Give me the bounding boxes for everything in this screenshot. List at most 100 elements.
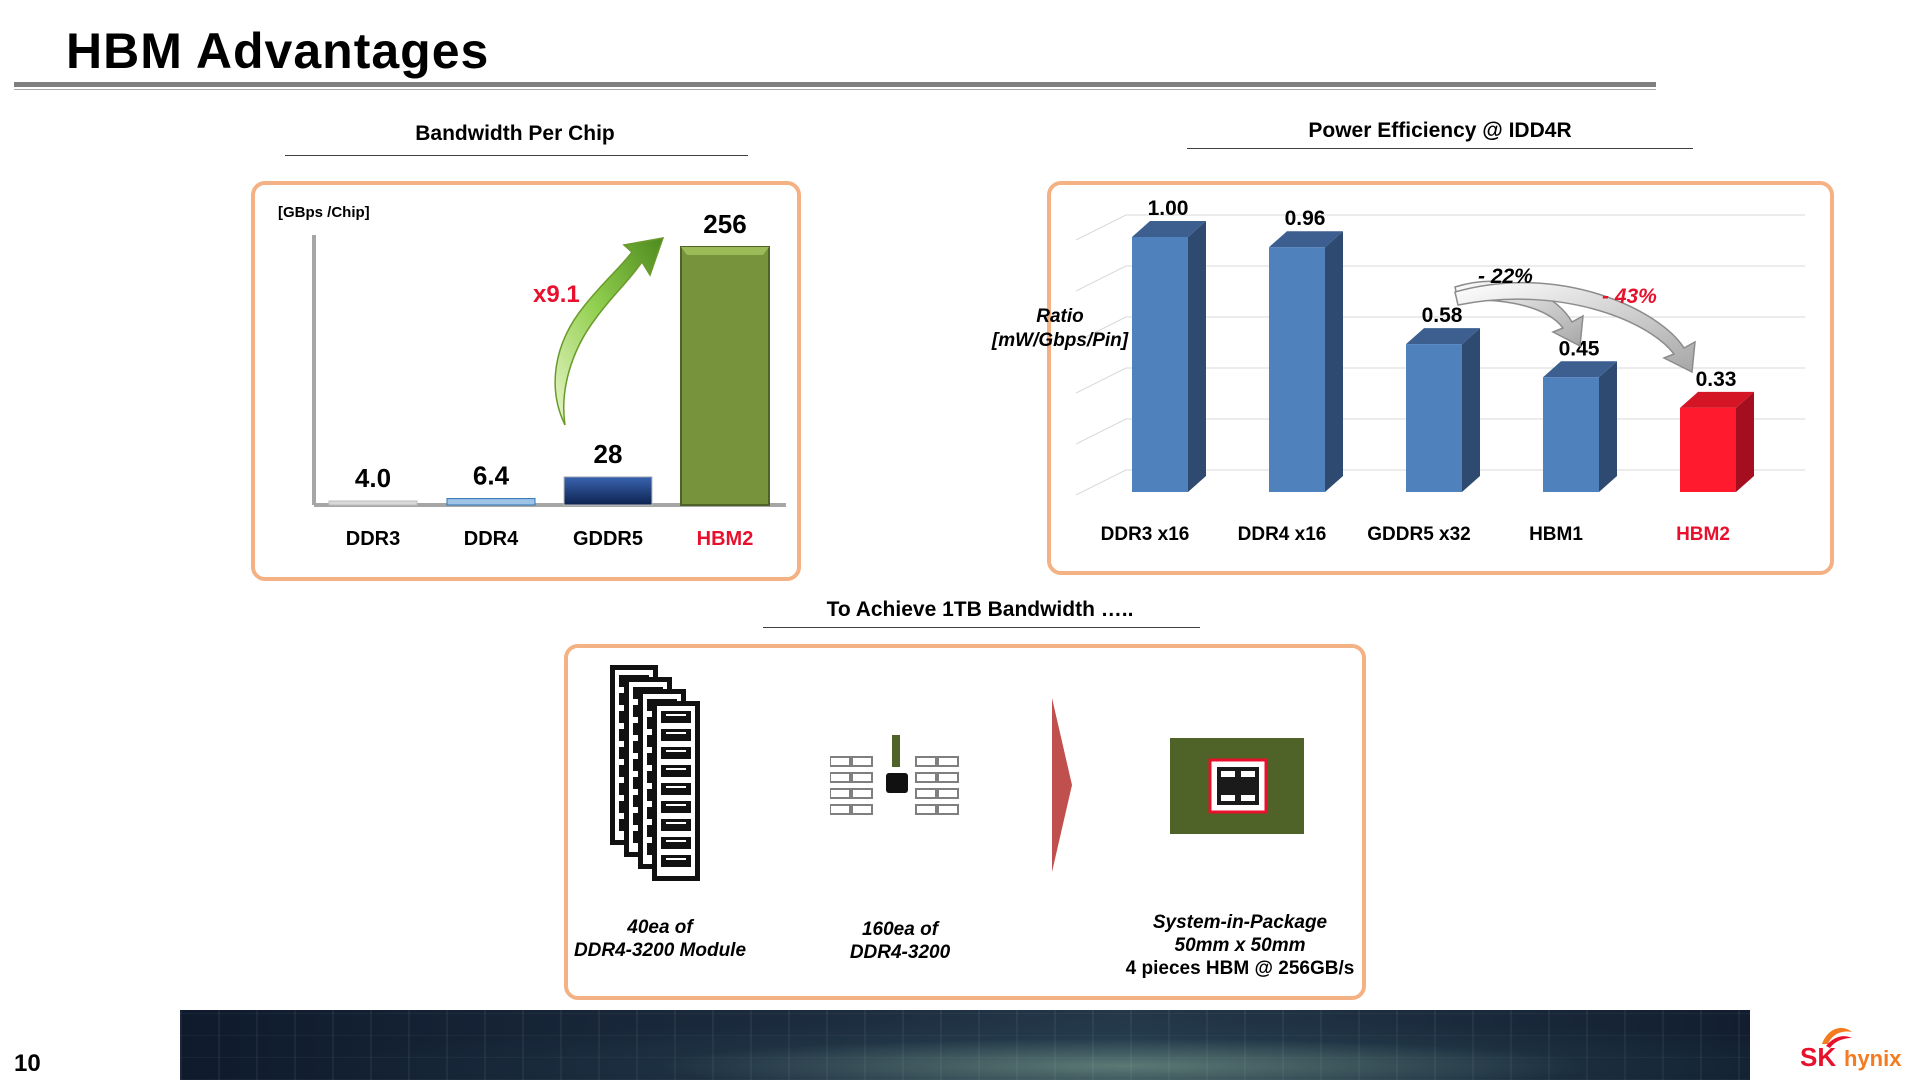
ddr-chip	[937, 804, 959, 815]
reduction-arrow-43-icon	[1454, 281, 1696, 374]
ddr-chip	[830, 756, 851, 767]
power-bar-side	[1188, 221, 1206, 492]
ddr-chip	[851, 772, 873, 783]
chip-caption-line2: DDR4-3200	[849, 942, 951, 963]
ddr-chip	[915, 788, 937, 799]
power-gridline-side	[1075, 265, 1127, 292]
module-caption: 40ea of DDR4-3200 Module	[560, 916, 760, 962]
title-divider	[14, 82, 1656, 87]
bandwidth-category-label: GDDR5	[573, 528, 643, 550]
dimm-chip	[661, 711, 691, 723]
power-category-label: HBM2	[1676, 524, 1730, 545]
slide-title: HBM Advantages	[66, 23, 490, 79]
ddr-chip	[851, 756, 873, 767]
bandwidth-bar-ddr3	[328, 500, 418, 506]
dimm-chip-mark	[666, 840, 686, 842]
memory-controller-chip	[886, 773, 908, 793]
bandwidth-bar-gddr5	[563, 476, 653, 506]
bandwidth-section-title: Bandwidth Per Chip	[415, 122, 615, 145]
logo-hynix-text: hynix	[1844, 1046, 1902, 1071]
sip-caption-line1: System-in-Package	[1152, 912, 1328, 933]
bandwidth-value-label: 28	[594, 439, 623, 469]
power-value-label: 0.96	[1285, 207, 1326, 230]
chip-caption-line1: 160ea of	[861, 919, 939, 940]
dimm-chip	[661, 747, 691, 759]
dimm-chip-mark	[666, 768, 686, 770]
sip-caption-line3: 4 pieces HBM @ 256GB/s	[1125, 958, 1355, 979]
ddr-chip	[937, 772, 959, 783]
bandwidth-y-unit-label: [GBps /Chip]	[278, 204, 370, 221]
power-bar-top	[1132, 221, 1206, 237]
power-value-label: 0.45	[1559, 337, 1600, 360]
sip-caption-line2: 50mm x 50mm	[1174, 935, 1306, 956]
power-bar-hbm1	[1543, 377, 1599, 492]
power-bar-hbm2	[1680, 407, 1736, 492]
ddr-chip	[830, 788, 851, 799]
dimm-chip	[661, 819, 691, 831]
power-bar-side	[1325, 231, 1343, 492]
power-category-label: GDDR5 x32	[1367, 524, 1471, 545]
dimm-chip-mark	[666, 858, 686, 860]
bandwidth-bar-ddr4	[446, 498, 536, 506]
chip-caption: 160ea of DDR4-3200	[800, 918, 1000, 964]
ddr-chip	[937, 788, 959, 799]
power-gridline-side	[1075, 367, 1127, 394]
power-bar-side	[1736, 391, 1754, 492]
power-bar-ddr4-x16	[1269, 247, 1325, 492]
power-y-label-line1: Ratio	[1036, 306, 1084, 327]
chip-connector	[892, 735, 900, 767]
power-bar-gddr5-x32	[1406, 344, 1462, 492]
dimm-chip-mark	[666, 732, 686, 734]
dimm-chip	[661, 855, 691, 867]
dimm-chip-mark	[666, 822, 686, 824]
system-in-package-icon	[1170, 738, 1304, 834]
dimm-chip-mark	[666, 714, 686, 716]
module-caption-line2: DDR4-3200 Module	[573, 940, 747, 961]
bandwidth-multiplier-annotation: x9.1	[533, 281, 580, 308]
dimm-chip-mark	[666, 786, 686, 788]
power-bar-top	[1406, 328, 1480, 345]
power-section-title: Power Efficiency @ IDD4R	[1308, 119, 1572, 142]
power-gridline-side	[1075, 316, 1127, 343]
dimm-chip-mark	[666, 804, 686, 806]
ddr-chip	[830, 772, 851, 783]
ddr-chip	[851, 788, 873, 799]
bandwidth-value-label: 6.4	[473, 461, 510, 491]
power-bar-top	[1269, 231, 1343, 248]
bandwidth-category-label: DDR4	[464, 528, 519, 550]
ddr-chip	[937, 756, 959, 767]
ddr-chip	[915, 804, 937, 815]
sip-caption: System-in-Package 50mm x 50mm 4 pieces H…	[1115, 911, 1365, 980]
bandwidth-bar-top-hbm2	[681, 247, 769, 255]
module-caption-line1: 40ea of	[627, 917, 693, 938]
power-bar-side	[1462, 328, 1480, 492]
sk-logo-icon	[1822, 1028, 1852, 1048]
power-gridline-side	[1075, 214, 1127, 241]
bandwidth-bar-hbm2	[680, 246, 770, 506]
ddr-chip-array-icon	[830, 735, 959, 815]
power-value-label: 1.00	[1148, 197, 1189, 220]
logo-sk-text: SK	[1800, 1042, 1837, 1072]
bandwidth-category-label: HBM2	[697, 528, 754, 550]
power-bar-side	[1599, 361, 1617, 492]
bandwidth-category-label: DDR3	[346, 528, 400, 550]
circuit-banner-image	[180, 1010, 1750, 1080]
ddr-chip	[915, 772, 937, 783]
ddr-chip	[915, 756, 937, 767]
page-number: 10	[14, 1050, 41, 1077]
power-reduction-annotation-43: - 43%	[1602, 285, 1657, 308]
power-y-label-line2: [mW/Gbps/Pin]	[991, 330, 1129, 351]
dimm-module-stack-icon	[610, 665, 700, 881]
bandwidth-value-label: 256	[703, 209, 746, 239]
bandwidth-section-rule	[285, 155, 748, 156]
power-gridline-side	[1075, 469, 1127, 496]
dimm-chip	[661, 783, 691, 795]
power-category-label: HBM1	[1529, 524, 1583, 545]
growth-arrow-icon	[554, 237, 665, 426]
power-section-rule	[1187, 148, 1693, 149]
bandwidth-value-label: 4.0	[355, 463, 391, 493]
power-value-label: 0.58	[1422, 304, 1463, 327]
power-value-label: 0.33	[1696, 368, 1737, 391]
